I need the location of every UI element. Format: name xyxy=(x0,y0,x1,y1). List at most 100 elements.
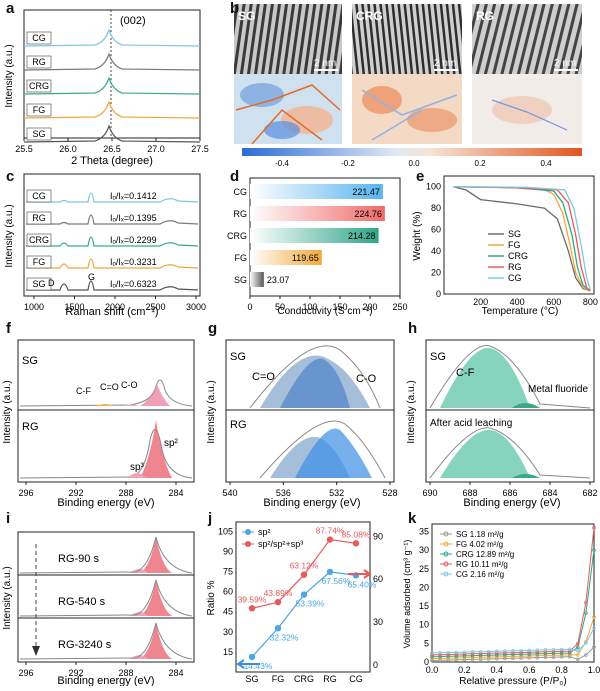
f-sp3-label: sp³ xyxy=(130,462,145,473)
k-isotherm-point xyxy=(438,651,442,655)
d-x-tick-label: 0 xyxy=(247,302,252,312)
f-x-tick-label: 292 xyxy=(68,488,83,498)
j-point-label: 65.40% xyxy=(348,579,377,589)
panel-g: g SG RG C=O C-O 540 536 532 528 Binding ene… xyxy=(200,320,400,510)
tga-line xyxy=(453,186,591,290)
k-isotherm-point xyxy=(584,601,588,605)
j-legend-1: sp² xyxy=(258,527,271,537)
k-y-tick-label: 15 xyxy=(419,601,429,611)
k-isotherm-line xyxy=(431,628,595,654)
colorbar-tick-label: -0.4 xyxy=(275,159,289,168)
panel-j: j 15 30 45 60 75 90 105 0 30 60 90 SG FG CRG RG CG 14.4… xyxy=(200,510,400,686)
e-y-tick-label: 0 xyxy=(436,289,441,299)
raman-series-box xyxy=(26,211,52,225)
scalebar-crg: 2 nm xyxy=(434,58,456,69)
k-y-tick-label: 10 xyxy=(419,620,429,630)
j-point-label: 87.74% xyxy=(316,526,345,536)
xrd-series-box xyxy=(26,31,52,45)
k-isotherm-point xyxy=(576,641,580,646)
j-point xyxy=(326,536,334,543)
xrd-plot: CG RG CRG FG SG 25.5 26.0 26.5 27.0 27.5 (002) 2… xyxy=(4,9,209,167)
panel-label-h: h xyxy=(408,320,418,337)
k-isotherm-point xyxy=(503,649,507,653)
k-isotherm-point xyxy=(454,650,459,655)
conductivity-bar xyxy=(250,228,379,243)
tem-image-sg xyxy=(234,4,342,74)
k-isotherm-point xyxy=(584,653,588,657)
panel-h: h SG C-F Metal fluoride After acid leach… xyxy=(400,320,600,510)
j-category-label: CRG xyxy=(294,674,314,684)
f-top-label: SG xyxy=(22,355,38,367)
panel-label-g: g xyxy=(208,320,218,337)
right-axis-arrow xyxy=(348,569,372,579)
xrd-series-box xyxy=(26,127,52,141)
panel-label-k: k xyxy=(408,510,417,527)
d-xlabel: Conductivity (S cm⁻¹) xyxy=(277,306,372,317)
conductivity-bar xyxy=(250,206,385,221)
panel-label-d: d xyxy=(230,168,240,185)
k-isotherm-point xyxy=(543,648,548,652)
raman-series-label: FG xyxy=(33,257,46,267)
h-metal-label: Metal fluoride xyxy=(528,384,588,395)
xrd-series-label: RG xyxy=(32,57,46,67)
j-point xyxy=(300,571,308,578)
e-ylabel: Weight (%) xyxy=(412,211,423,260)
tem-label-sg: SG xyxy=(238,9,255,23)
tem-label-rg: RG xyxy=(476,9,494,23)
conductivity-bar-chart: CG 221.47 RG 224.76 CRG 214.28 FG 119.65 SG 23.07… xyxy=(227,177,408,317)
k-isotherm-line xyxy=(431,617,595,660)
xrd-series-box xyxy=(26,55,52,69)
tga-legend-label: CRG xyxy=(508,251,528,261)
k-legend-marker xyxy=(443,541,449,547)
k-legend-label: FG 4.02 m²/g xyxy=(456,540,503,549)
conductivity-category: FG xyxy=(235,253,248,263)
tga-line xyxy=(453,186,591,292)
xrd-curve xyxy=(23,52,201,71)
i-envelope xyxy=(19,536,193,574)
f-sp2-label: sp² xyxy=(164,438,179,449)
k-legend-marker xyxy=(443,571,449,577)
xrd-curve xyxy=(23,100,201,119)
i-peak-fill xyxy=(140,580,172,616)
c-ylabel: Intensity (a.u.) xyxy=(4,204,15,267)
colorbar-tick-label: 0.0 xyxy=(408,159,420,168)
h-x-tick-label: 686 xyxy=(502,488,517,498)
k-x-tick-label: 0.0 xyxy=(426,665,439,675)
k-isotherm-point xyxy=(592,548,596,552)
e-x-tick-label: 800 xyxy=(583,297,598,307)
conductivity-category: SG xyxy=(234,275,247,285)
e-y-tick-label: 60 xyxy=(431,225,441,235)
conductivity-value: 119.65 xyxy=(292,253,319,263)
e-x-tick-label: 600 xyxy=(546,297,561,307)
g-x-tick-label: 540 xyxy=(222,488,237,498)
k-isotherm-point xyxy=(486,649,491,654)
i-peak-fill xyxy=(140,623,172,659)
k-isotherm-point xyxy=(470,650,475,654)
k-isotherm-point xyxy=(592,525,596,530)
xrd-series-box xyxy=(26,103,52,117)
conductivity-bar xyxy=(250,272,264,287)
xrd-series-box xyxy=(26,79,52,93)
a-ylabel: Intensity (a.u.) xyxy=(4,44,15,107)
j-point-label: 32.32% xyxy=(270,632,299,642)
h-top-label: SG xyxy=(430,351,446,363)
k-isotherm-line xyxy=(431,646,595,661)
j-legend-2: sp²/sp²+sp³ xyxy=(258,539,303,549)
raman-curve xyxy=(26,236,199,247)
raman-series-label: CG xyxy=(32,191,46,201)
a-xlabel: 2 Theta (degree) xyxy=(71,155,153,167)
k-isotherm-point xyxy=(430,656,434,661)
raman-series-box xyxy=(26,255,52,269)
panel-label-b: b xyxy=(230,0,240,17)
j-right-tick-label: 90 xyxy=(373,531,383,541)
raman-curve xyxy=(26,280,199,291)
raman-curve xyxy=(26,214,199,225)
k-isotherm-point xyxy=(567,647,572,651)
j-point-label: 67.56% xyxy=(322,576,351,586)
a-x-tick-label: 27.0 xyxy=(147,144,165,154)
raman-d-label: D xyxy=(48,278,55,288)
j-left-tick-label: 60 xyxy=(223,587,233,597)
xrd-curve xyxy=(23,76,201,95)
k-isotherm-point xyxy=(551,647,556,652)
